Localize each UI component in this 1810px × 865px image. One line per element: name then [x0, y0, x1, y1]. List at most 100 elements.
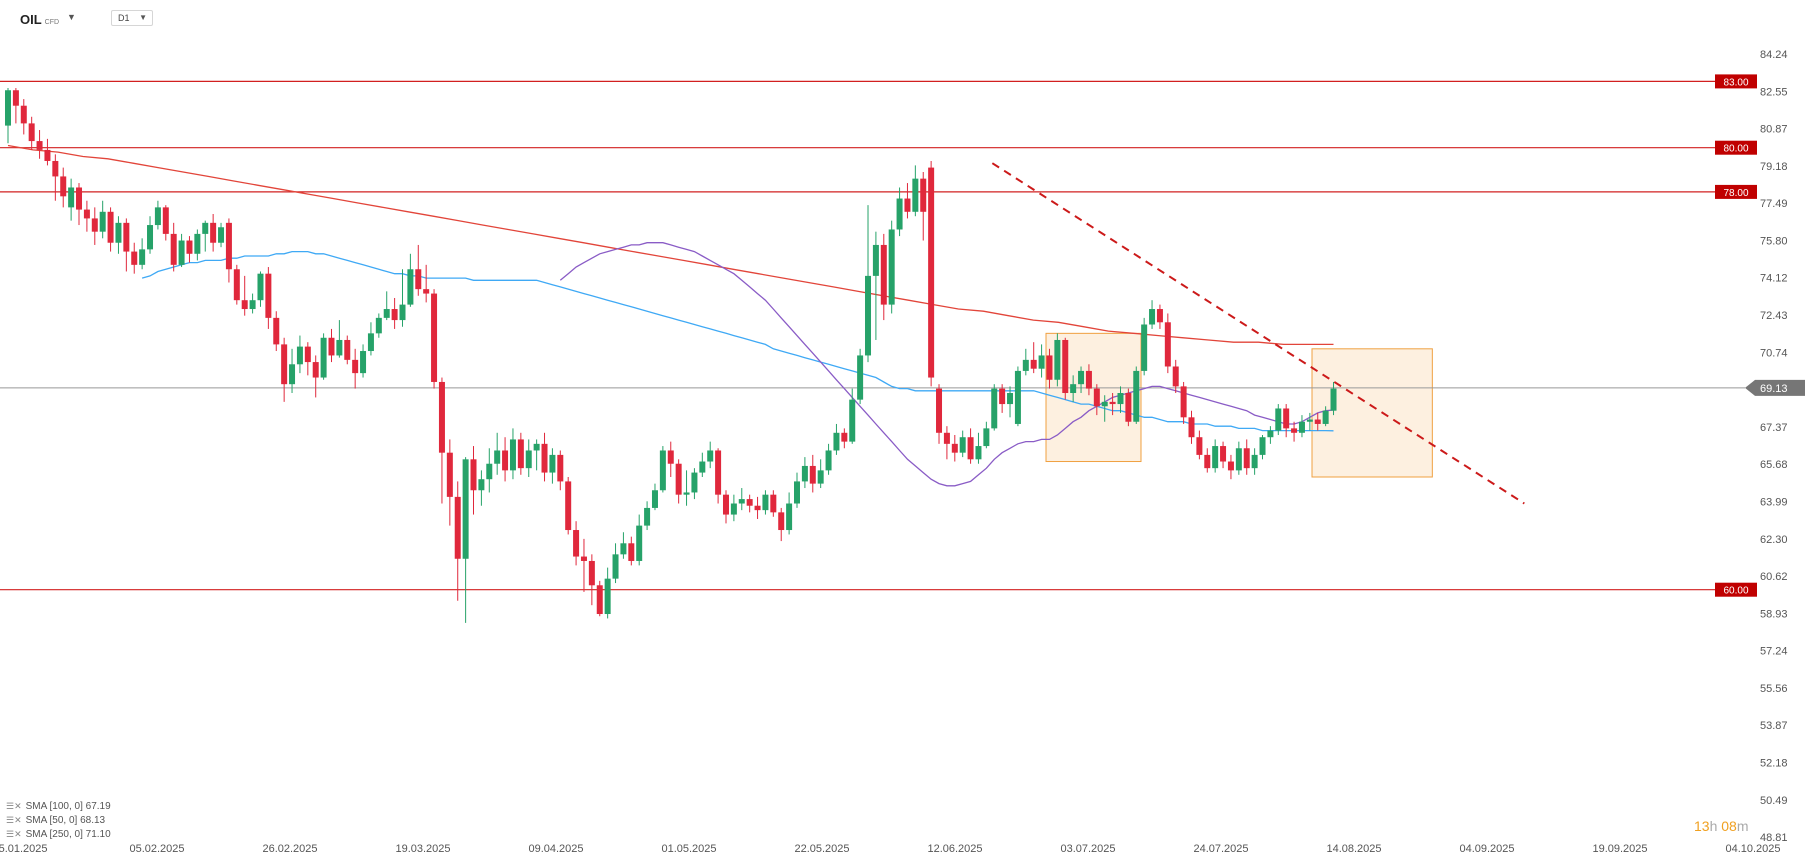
- x-tick-label: 26.02.2025: [262, 843, 317, 855]
- candle-body: [336, 339, 343, 356]
- candle-body: [107, 211, 114, 243]
- level-tag: [1715, 140, 1757, 155]
- x-tick-label: 24.07.2025: [1193, 843, 1248, 855]
- candle-body: [1054, 339, 1061, 380]
- candle-body: [715, 450, 722, 495]
- candle-body: [628, 543, 635, 561]
- candle-body: [423, 289, 430, 294]
- legend-sma50[interactable]: ☰✕ SMA [50, 0] 68.13: [6, 815, 105, 826]
- y-tick-label: 57.24: [1760, 646, 1788, 658]
- candle-body: [218, 227, 225, 243]
- candle-body: [683, 492, 690, 495]
- candle-body: [352, 359, 359, 374]
- candle-body: [170, 233, 177, 265]
- candle-body: [99, 211, 106, 232]
- candle-body: [131, 251, 138, 265]
- candle-body: [896, 198, 903, 230]
- sma-icon: ☰✕: [6, 801, 22, 811]
- candle-body: [604, 578, 611, 615]
- candle-body: [1149, 309, 1156, 325]
- candle-body: [76, 187, 83, 210]
- y-tick-label: 60.62: [1760, 571, 1788, 583]
- legend-sma100[interactable]: ☰✕ SMA [100, 0] 67.19: [6, 801, 111, 812]
- timeframe-selector[interactable]: D1 ▼: [111, 10, 153, 26]
- candle-body: [888, 229, 895, 305]
- candle-body: [517, 439, 524, 469]
- y-tick-label: 67.37: [1760, 422, 1788, 434]
- legend-sma250[interactable]: ☰✕ SMA [250, 0] 71.10: [6, 829, 111, 840]
- candle-body: [12, 90, 19, 106]
- candle-body: [730, 503, 737, 515]
- candle-body: [123, 222, 130, 252]
- candle-body: [233, 269, 240, 301]
- symbol-dropdown-icon[interactable]: ▼: [67, 12, 76, 22]
- candle-body: [794, 481, 800, 504]
- candle-body: [1117, 393, 1124, 405]
- candle-body: [91, 218, 98, 232]
- x-tick-label: 14.08.2025: [1326, 843, 1381, 855]
- current-price-tag: [1745, 379, 1805, 396]
- candle-body: [533, 443, 540, 451]
- candle-body: [399, 304, 406, 321]
- candle-body: [809, 465, 816, 484]
- y-tick-label: 63.99: [1760, 497, 1788, 509]
- y-tick-label: 65.68: [1760, 459, 1788, 471]
- candle-body: [707, 450, 714, 462]
- y-tick-label: 52.18: [1760, 758, 1788, 770]
- timer-minutes: 08: [1721, 818, 1737, 834]
- candle-body: [904, 198, 911, 212]
- y-tick-label: 80.87: [1760, 123, 1788, 135]
- candle-body: [565, 481, 572, 531]
- candle-body: [296, 346, 303, 365]
- symbol-selector[interactable]: OIL CFD: [20, 12, 59, 27]
- candle-body: [667, 450, 674, 464]
- x-tick-label: 05.02.2025: [129, 843, 184, 855]
- timeframe-label: D1: [118, 13, 130, 23]
- candle-body: [928, 167, 935, 378]
- candle-body: [872, 244, 879, 276]
- candle-body: [304, 346, 311, 363]
- candle-body: [722, 494, 729, 515]
- candle-body: [1330, 388, 1337, 411]
- candle-body: [328, 337, 335, 356]
- candle-body: [975, 446, 982, 460]
- candle-body: [699, 461, 706, 473]
- candle-body: [675, 463, 682, 495]
- y-tick-label: 84.24: [1760, 49, 1788, 61]
- candle-body: [1227, 461, 1234, 471]
- candle-body: [943, 432, 950, 444]
- candle-body: [596, 585, 603, 615]
- sma-icon: ☰✕: [6, 815, 22, 825]
- trendline: [991, 162, 1525, 505]
- candle-body: [60, 176, 67, 197]
- candle-body: [1235, 448, 1242, 471]
- legend-sma250-label: SMA [250, 0] 71.10: [25, 829, 111, 840]
- level-tag-label: 83.00: [1723, 77, 1748, 88]
- level-tag-label: 78.00: [1723, 188, 1748, 199]
- candle-body: [360, 351, 367, 374]
- y-tick-label: 70.74: [1760, 347, 1788, 359]
- candle-body: [44, 149, 51, 161]
- candle-body: [438, 381, 445, 453]
- x-tick-label: 22.05.2025: [794, 843, 849, 855]
- candle-body: [651, 490, 658, 508]
- y-tick-label: 75.80: [1760, 236, 1788, 248]
- x-tick-label: 19.03.2025: [395, 843, 450, 855]
- sma250-line: [7, 144, 1334, 346]
- symbol-label: OIL: [20, 12, 42, 27]
- candle-body: [825, 450, 832, 471]
- level-tag: [1715, 184, 1757, 199]
- candle-body: [1322, 410, 1329, 424]
- candle-body: [367, 333, 374, 352]
- candle-body: [912, 178, 919, 212]
- candle-body: [636, 525, 643, 561]
- candle-body: [1196, 437, 1203, 455]
- candle-body: [754, 505, 761, 511]
- candle-body: [154, 207, 161, 226]
- candle-body: [1298, 421, 1305, 433]
- candle-body: [865, 275, 872, 356]
- candle-body: [1243, 448, 1250, 469]
- candle-body: [83, 209, 90, 219]
- sma-icon: ☰✕: [6, 829, 22, 839]
